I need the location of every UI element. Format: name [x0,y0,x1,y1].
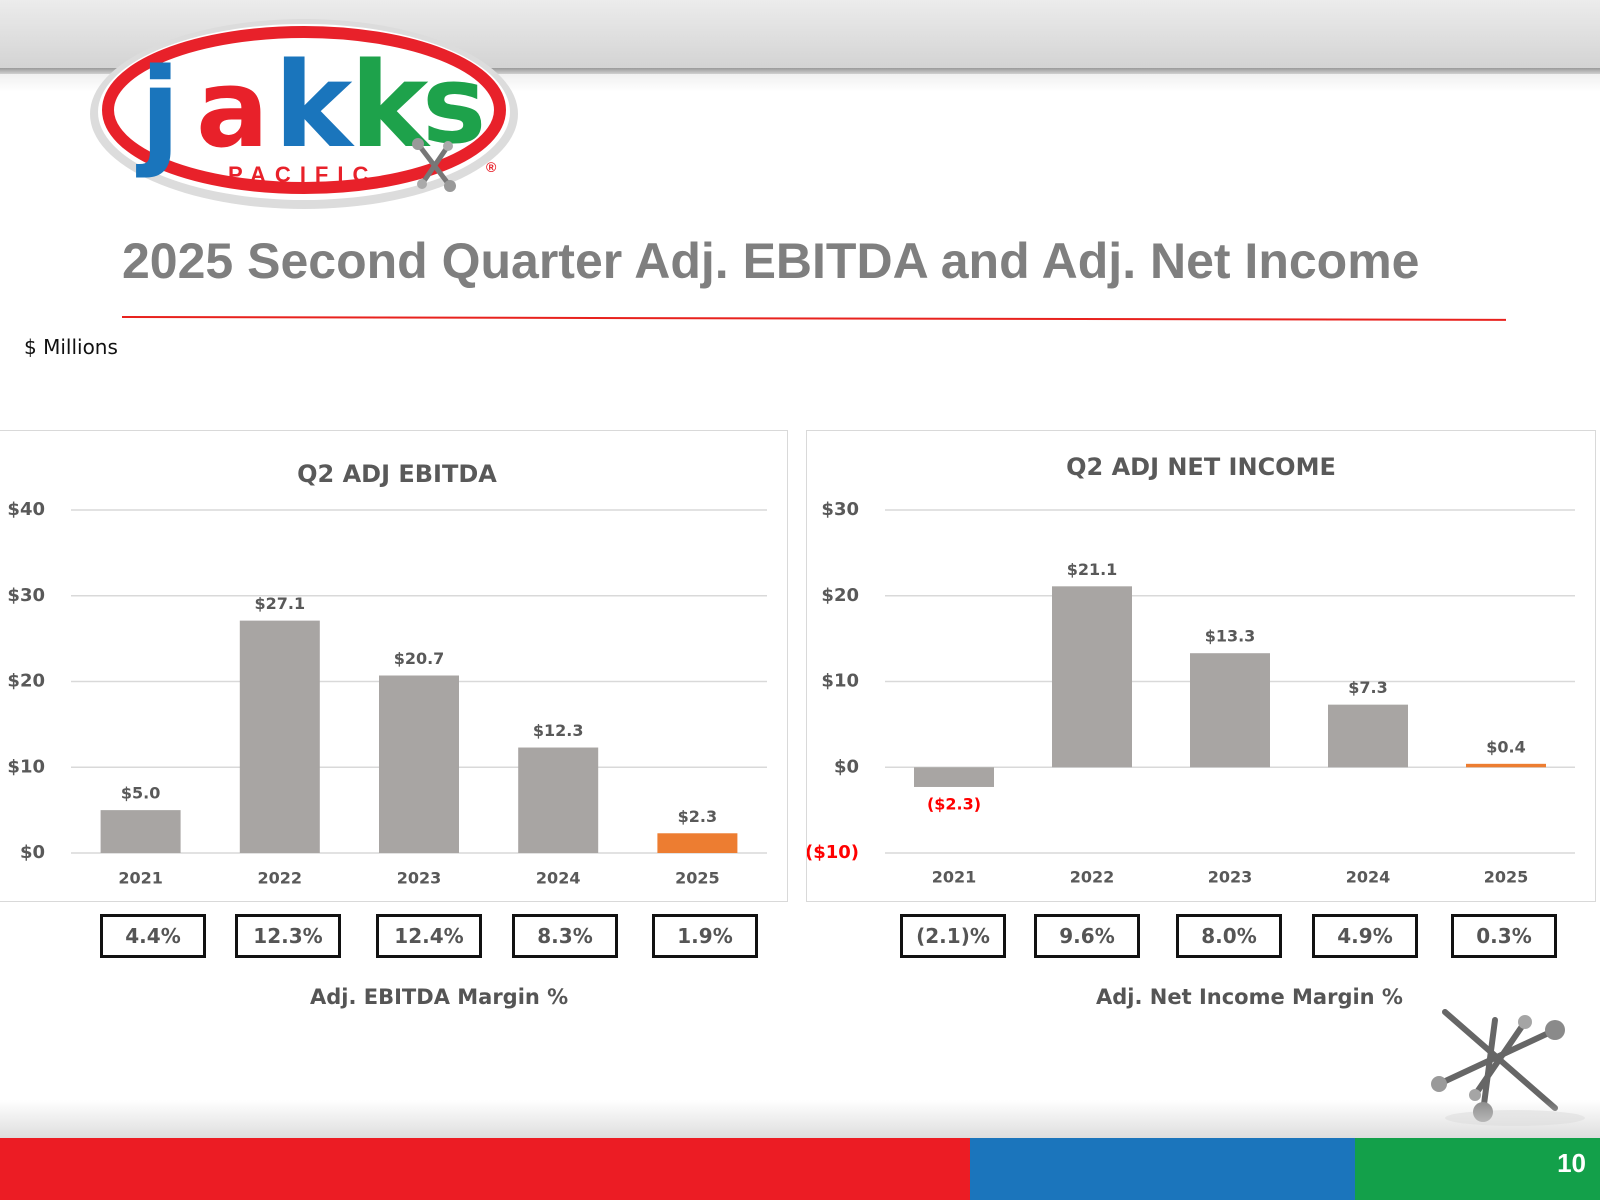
y-tick-label: $10 [7,756,45,777]
chart-title: Q2 ADJ NET INCOME [1066,453,1336,481]
bar-2025 [657,833,738,853]
margin-box: 1.9% [652,914,758,958]
net-income-margin-title: Adj. Net Income Margin % [1096,985,1403,1009]
x-tick-label: 2022 [258,869,303,888]
data-label: $0.4 [1486,737,1525,756]
footer-red-band [0,1138,970,1200]
margin-box: 4.4% [100,914,206,958]
x-tick-label: 2022 [1070,868,1115,887]
bar-2022 [1052,586,1132,768]
y-tick-label: ($10) [807,842,859,863]
page-number: 10 [1557,1148,1586,1178]
x-tick-label: 2024 [1346,868,1391,887]
data-label: $20.7 [394,649,445,668]
units-label: $ Millions [24,335,118,359]
svg-text:k: k [350,36,431,174]
svg-text:s: s [422,43,482,168]
margin-box: 8.0% [1176,914,1282,958]
margin-box: 4.9% [1312,914,1418,958]
x-tick-label: 2025 [675,869,720,888]
bar-2025 [1466,763,1546,768]
bar-2024 [518,747,599,853]
y-tick-label: $20 [7,671,45,692]
y-tick-label: $0 [834,756,859,777]
x-tick-label: 2023 [1208,868,1253,887]
x-tick-label: 2023 [397,869,442,888]
ebitda-chart-svg: Q2 ADJ EBITDA $0 $10 $20 $30 $40 $5.0 2021 $27.1… [7,460,767,888]
bar-2021 [100,810,181,853]
margin-box: 0.3% [1451,914,1557,958]
slide-title: 2025 Second Quarter Adj. EBITDA and Adj.… [122,233,1420,289]
margin-box: 12.4% [376,914,482,958]
y-tick-label: $10 [821,671,859,692]
data-label: ($2.3) [927,794,981,813]
y-tick-label: $30 [821,499,859,520]
data-label: $12.3 [533,721,584,740]
net-income-chart-svg: Q2 ADJ NET INCOME ($10) $0 $10 $20 $30 ($2.3) 2… [807,453,1575,887]
ebitda-margin-title: Adj. EBITDA Margin % [310,985,569,1009]
footer-green-band [1355,1138,1600,1200]
x-tick-label: 2025 [1484,868,1529,887]
bar-2022 [239,620,320,853]
svg-text:j: j [136,42,174,180]
net-income-chart: Q2 ADJ NET INCOME ($10) $0 $10 $20 $30 ($2.3) 2… [806,430,1596,902]
margin-box: 8.3% [512,914,618,958]
x-tick-label: 2021 [118,869,163,888]
footer-blue-band [970,1138,1355,1200]
svg-text:k: k [274,36,355,174]
x-tick-label: 2024 [536,869,581,888]
svg-text:a: a [196,47,263,172]
data-label: $5.0 [121,784,160,803]
data-label: $27.1 [254,594,305,613]
bar-2024 [1328,704,1408,768]
margin-box: (2.1)% [900,914,1006,958]
margin-box: 9.6% [1034,914,1140,958]
data-label: $13.3 [1205,627,1256,646]
footer-shadow [0,1100,1600,1140]
header-rule [0,68,1600,74]
y-tick-label: $0 [20,842,45,863]
data-label: $2.3 [678,807,717,826]
svg-text:®: ® [486,159,497,175]
title-underline [121,316,1506,321]
y-tick-label: $40 [7,499,45,520]
margin-box: 12.3% [235,914,341,958]
bar-2021 [914,767,994,787]
y-tick-label: $30 [7,585,45,606]
jakks-pacific-logo: j a k k s PACIFIC ® [90,19,518,209]
data-label: $21.1 [1067,560,1118,579]
chart-title: Q2 ADJ EBITDA [297,460,497,488]
bar-2023 [1190,653,1270,768]
x-tick-label: 2021 [932,868,977,887]
svg-text:PACIFIC: PACIFIC [228,162,377,187]
bar-2023 [379,675,459,853]
data-label: $7.3 [1348,678,1387,697]
ebitda-chart: Q2 ADJ EBITDA $0 $10 $20 $30 $40 $5.0 2021 $27.1… [0,430,788,902]
y-tick-label: $20 [821,585,859,606]
